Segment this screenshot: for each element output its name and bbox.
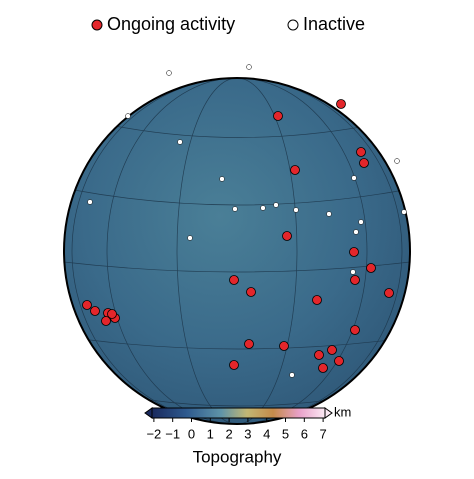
colorbar-tick-label: −1 xyxy=(165,426,180,441)
legend: Ongoing activity Inactive xyxy=(91,14,365,34)
colorbar-tick-label: 2 xyxy=(225,426,232,441)
colorbar-tick-label: −2 xyxy=(146,426,161,441)
colorbar-unit: km xyxy=(334,404,351,419)
colorbar-tick-label: 3 xyxy=(244,426,251,441)
colorbar-tick-label: 1 xyxy=(207,426,214,441)
colorbar-tick-label: 5 xyxy=(282,426,289,441)
legend-label: Ongoing activity xyxy=(107,14,235,34)
active-volcanoes xyxy=(82,99,394,373)
colorbar: km Topography −2 −1 0 1 2 3 4 5 6 7 xyxy=(144,404,351,466)
colorbar-label: Topography xyxy=(193,447,282,466)
colorbar-tick-label: 6 xyxy=(301,426,308,441)
legend-marker xyxy=(91,19,103,31)
inactive-volcanoes xyxy=(87,64,407,378)
colorbar-tick-label: 7 xyxy=(320,426,327,441)
legend-label: Inactive xyxy=(303,14,365,34)
colorbar-tick-label: 0 xyxy=(188,426,195,441)
colorbar-tick-label: 4 xyxy=(263,426,270,441)
globe xyxy=(63,77,411,425)
legend-marker xyxy=(287,19,299,31)
